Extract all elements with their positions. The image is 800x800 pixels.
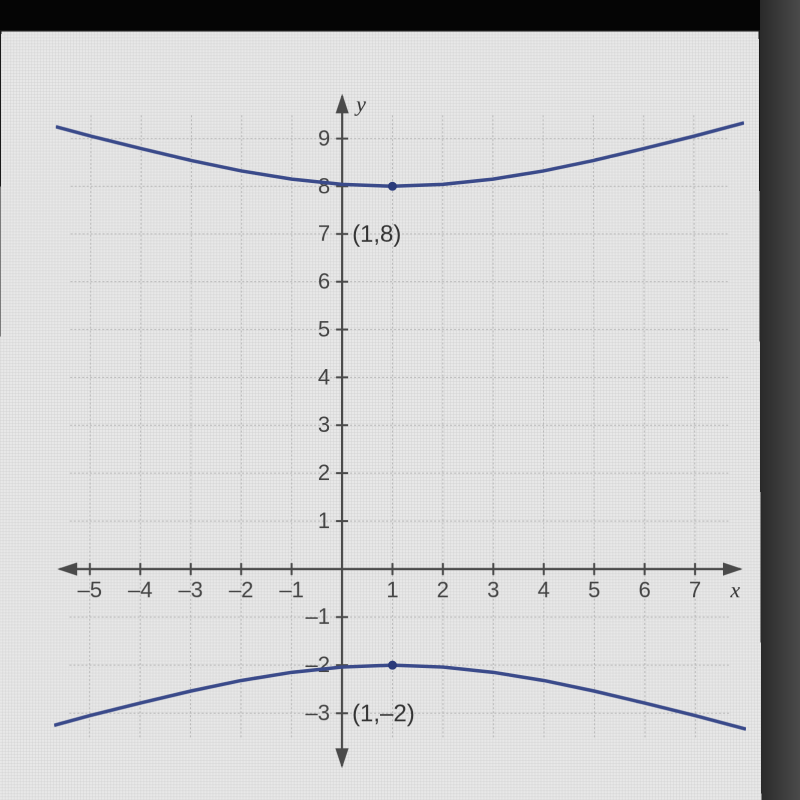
- x-tick-label: –5: [78, 577, 103, 602]
- x-tick-label: –2: [229, 577, 254, 602]
- vertex-upper-point: [388, 182, 397, 191]
- vertex-upper-label: (1,8): [352, 221, 401, 248]
- x-tick-label: 4: [538, 577, 550, 602]
- x-tick-label: –3: [178, 577, 203, 602]
- x-tick-label: 1: [386, 577, 398, 602]
- y-tick-label: 5: [318, 317, 330, 342]
- x-tick-label: –4: [128, 577, 153, 602]
- x-tick-label: 2: [437, 577, 449, 602]
- y-axis-label: y: [354, 91, 366, 116]
- hyperbola-upper-branch: [56, 123, 745, 186]
- vertex-lower-label: (1,–2): [352, 700, 415, 727]
- x-tick-label: 7: [689, 577, 701, 602]
- y-tick-label: 7: [318, 221, 330, 246]
- screen-top-bar: [0, 0, 800, 30]
- y-tick-label: 3: [318, 412, 330, 437]
- hyperbola-chart: –5 –4 –3 –2 –1 1 2 3 4 5 6 7 –3 –2 –1 1 2 3 4 5 6 7 8 9y x (1,8) (…: [54, 91, 746, 771]
- y-tick-label: 4: [318, 364, 330, 389]
- y-tick-label: 9: [318, 126, 330, 151]
- x-tick-label: –1: [279, 577, 304, 602]
- y-tick-label: –2: [305, 652, 330, 677]
- x-tick-label: 5: [588, 577, 600, 602]
- x-tick-label: 6: [639, 577, 651, 602]
- y-tick-label: –1: [305, 604, 330, 629]
- chart-svg: –5 –4 –3 –2 –1 1 2 3 4 5 6 7 –3 –2 –1 1 2 3 4 5 6 7 8 9y x (1,8) (…: [54, 91, 746, 771]
- worksheet-background: –5 –4 –3 –2 –1 1 2 3 4 5 6 7 –3 –2 –1 1 2 3 4 5 6 7 8 9y x (1,8) (…: [0, 31, 761, 800]
- y-tick-label: –3: [305, 700, 330, 725]
- x-axis-label: x: [729, 577, 740, 602]
- vertex-lower-point: [388, 661, 397, 670]
- y-tick-label: 6: [318, 269, 330, 294]
- x-tick-label: 3: [487, 577, 499, 602]
- y-tick-label: 1: [318, 508, 330, 533]
- y-tick-label: 8: [318, 173, 330, 198]
- photo-frame: –5 –4 –3 –2 –1 1 2 3 4 5 6 7 –3 –2 –1 1 2 3 4 5 6 7 8 9y x (1,8) (…: [0, 0, 800, 800]
- y-tick-label: 2: [318, 460, 330, 485]
- screen-side-bar: [760, 0, 800, 800]
